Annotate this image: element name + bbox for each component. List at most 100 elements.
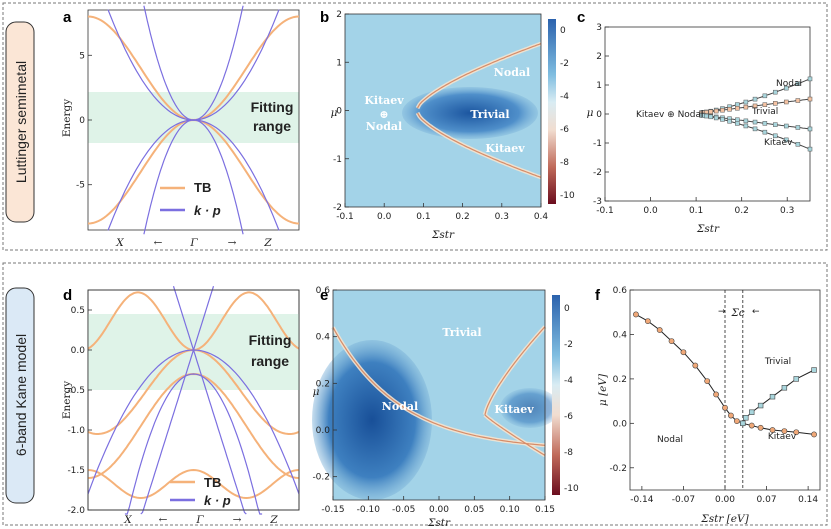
panel-d: 0.5 0.0 -0.5 -1.0 -1.5 -2.0 X ← Γ → Z Energy Fitt… — [61, 286, 300, 526]
f-point-cyan — [749, 409, 755, 415]
d-ytick: -1.5 — [67, 466, 85, 476]
c-point — [752, 96, 758, 102]
b-xtick: 0.1 — [416, 212, 430, 222]
e-xlabel: Σstr — [427, 517, 451, 529]
b-colorbar-tick: -8 — [560, 158, 569, 168]
b-xtick: 0.4 — [534, 212, 549, 222]
panel-e: 0 -2 -4 -6 -8 -10 0.6 0.4 0.2 0.0 -0.2 -0.15 -0.10… — [312, 286, 579, 529]
f-point-cyan — [793, 376, 799, 382]
e-ytick: 0.2 — [316, 379, 330, 389]
a-xtick: ← — [154, 237, 163, 249]
a-xtick: X — [115, 237, 124, 249]
a-fit-label-1: Fitting — [251, 99, 294, 115]
a-legend-kp: k · p — [194, 203, 221, 218]
e-colorbar-tick: -8 — [564, 448, 573, 458]
b-oplus: ⊕ — [379, 108, 388, 121]
c-point — [727, 106, 732, 112]
b-label-kitaev-left: Kitaev — [364, 94, 404, 107]
row-label-top: Luttinger semimetal — [5, 21, 35, 223]
c-label-kitaev: Kitaev — [764, 138, 793, 148]
c-point — [795, 98, 801, 103]
b-label-kitaev: Kitaev — [485, 142, 525, 155]
d-ytick: -2.0 — [67, 506, 85, 516]
b-label-trivial: Trivial — [470, 108, 509, 121]
b-boundary-upper — [416, 43, 542, 109]
c-ytick: -1 — [593, 139, 602, 149]
row-frame-top — [2, 2, 828, 251]
b-colorbar-tick: 0 — [560, 26, 566, 36]
f-point-cyan — [757, 402, 764, 409]
d-ytick: 0.5 — [71, 306, 85, 316]
fit-band-a — [88, 92, 299, 143]
c-point — [704, 113, 709, 119]
c-point — [743, 99, 749, 105]
c-point — [773, 101, 778, 106]
c-point — [762, 121, 768, 126]
e-boundary-main — [332, 327, 546, 446]
e-deep-region — [312, 340, 432, 500]
d-xtick: Γ — [195, 514, 204, 526]
panel-label-c: c — [577, 9, 585, 26]
b-ylabel: μ — [331, 107, 338, 119]
c-point — [784, 85, 789, 91]
panel-b: 0 -2 -4 -6 -8 -10 2 1 0 -1 -2 -0.1 0.0 0.1 0.2 0.3 0.4… — [331, 10, 575, 241]
b-deep-region — [402, 87, 538, 139]
f-point-cyan — [769, 393, 776, 400]
f-xlabel: Σstr [eV] — [700, 513, 749, 525]
c-point — [773, 122, 778, 127]
f-xtick: 0.00 — [715, 495, 735, 505]
panel-label-f: f — [595, 287, 601, 304]
f-ytick: 0.0 — [613, 419, 628, 429]
d-fit-label-1: Fitting — [249, 332, 292, 348]
d-legend-tb: TB — [204, 475, 221, 490]
f-point-orange — [713, 391, 719, 398]
b-colorbar-tick: -6 — [560, 125, 569, 135]
c-ytick: 2 — [596, 52, 602, 62]
c-xtick: -0.1 — [596, 206, 614, 216]
panel-a: 5 0 -5 X ← Γ → Z Energy Fitting range TB k · p — [61, 5, 300, 249]
f-point-orange — [692, 362, 699, 369]
a-ylabel: Energy — [61, 99, 73, 137]
f-ytick: 0.6 — [613, 286, 628, 296]
b-ytick: 1 — [336, 58, 342, 68]
f-point-orange — [769, 427, 776, 433]
c-point — [743, 104, 749, 110]
c-point — [720, 117, 725, 122]
f-arrow-right: → — [718, 307, 726, 317]
a-ytick: 0 — [79, 116, 85, 126]
f-ylabel: μ [eV] — [597, 373, 609, 406]
c-xtick: 0.0 — [643, 206, 658, 216]
a-xtick: Z — [263, 237, 272, 249]
f-ytick: 0.2 — [613, 375, 627, 385]
c-point — [807, 76, 813, 82]
c-label-nodal: Nodal — [776, 79, 802, 89]
c-point — [743, 118, 749, 124]
f-point-orange — [811, 431, 817, 438]
b-boundary-lower — [416, 112, 542, 178]
e-colorbar-tick: -10 — [564, 484, 579, 494]
f-ytick: 0.4 — [613, 330, 628, 340]
c-label-left: Kitaev ⊕ Nodal — [636, 110, 704, 120]
d-fit-label-2: range — [251, 353, 289, 369]
d-xtick: → — [233, 514, 242, 526]
d-legend-kp: k · p — [204, 493, 231, 508]
c-point — [727, 118, 732, 124]
d-ytick: -1.0 — [67, 426, 85, 436]
b-ytick: 2 — [336, 10, 342, 20]
b-xtick: 0.0 — [377, 212, 392, 222]
f-point-cyan — [811, 367, 817, 373]
c-ytick: 1 — [596, 81, 602, 91]
f-point-cyan — [740, 420, 746, 427]
e-label-trivial: Trivial — [442, 326, 481, 339]
c-ytick: 0 — [596, 110, 602, 120]
e-ytick: 0.4 — [316, 333, 331, 343]
c-xlabel: Σstr — [696, 223, 720, 235]
c-point — [773, 133, 778, 139]
c-label-trivial: Trivial — [751, 107, 778, 117]
e-label-kitaev: Kitaev — [494, 403, 534, 416]
e-colorbar — [552, 295, 560, 495]
f-point-orange — [680, 349, 687, 356]
f-point-orange — [656, 327, 663, 333]
f-point-cyan — [743, 415, 749, 421]
c-point — [752, 126, 758, 132]
